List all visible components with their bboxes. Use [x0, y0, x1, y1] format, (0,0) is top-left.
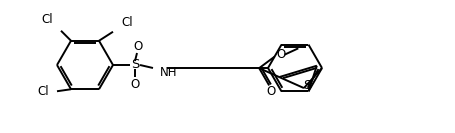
- Text: Cl: Cl: [37, 85, 49, 98]
- Text: S: S: [302, 79, 310, 92]
- Text: O: O: [133, 40, 142, 53]
- Text: O: O: [266, 85, 275, 98]
- Text: S: S: [131, 59, 139, 72]
- Text: O: O: [275, 48, 284, 61]
- Text: Cl: Cl: [121, 16, 132, 29]
- Text: NH: NH: [160, 65, 177, 78]
- Text: Cl: Cl: [41, 13, 53, 26]
- Text: O: O: [130, 78, 139, 90]
